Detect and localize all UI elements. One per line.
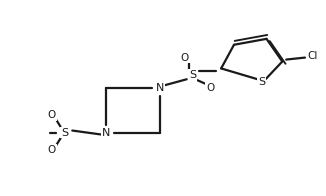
- Text: O: O: [206, 83, 215, 93]
- Text: O: O: [48, 110, 56, 120]
- Text: O: O: [48, 145, 56, 155]
- Text: S: S: [189, 70, 196, 80]
- Text: S: S: [61, 128, 68, 138]
- Text: Cl: Cl: [308, 51, 318, 61]
- Text: O: O: [181, 53, 189, 63]
- Text: S: S: [258, 77, 265, 87]
- Text: N: N: [102, 128, 110, 138]
- Text: N: N: [156, 83, 164, 93]
